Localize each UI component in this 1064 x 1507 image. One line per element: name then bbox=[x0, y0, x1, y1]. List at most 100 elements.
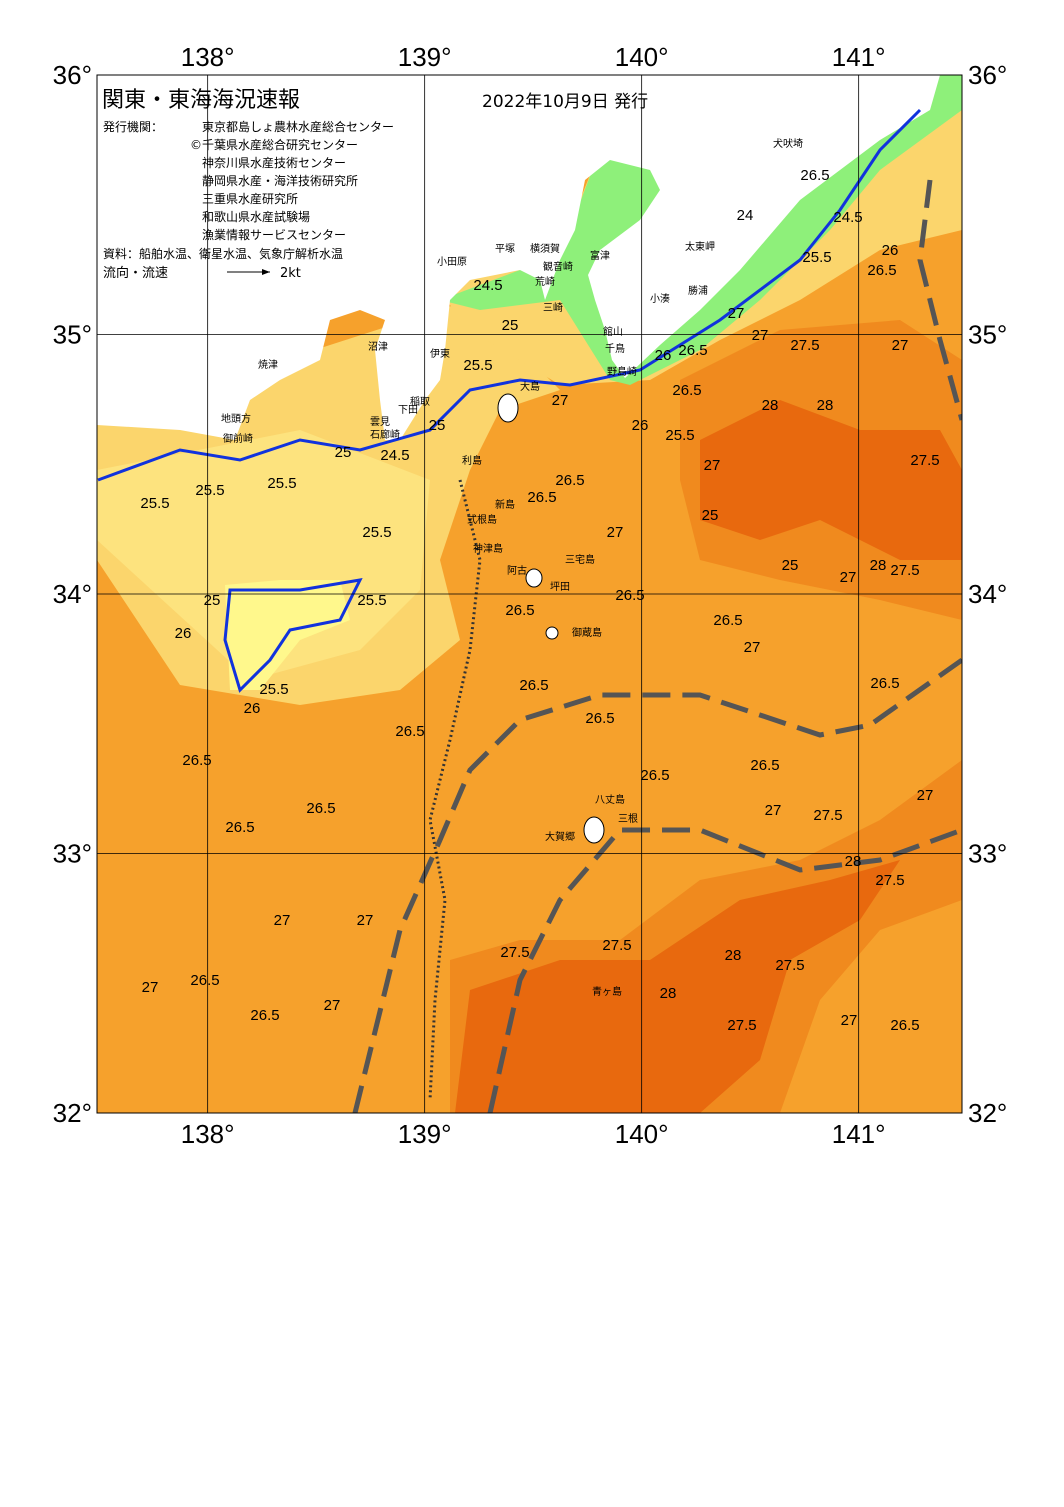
map-frame bbox=[96, 74, 963, 1114]
contour-label: 25.5 bbox=[140, 495, 169, 512]
issue-date: 2022年10月9日 発行 bbox=[482, 92, 648, 112]
lon-label-top: 140° bbox=[615, 42, 669, 72]
contour-label: 26.5 bbox=[527, 489, 556, 506]
contour-label: 25 bbox=[702, 507, 719, 524]
contour-label: 26 bbox=[175, 625, 192, 642]
contour-label: 25.5 bbox=[195, 482, 224, 499]
place-name: 犬吠埼 bbox=[773, 137, 803, 150]
contour-label: 26.5 bbox=[555, 472, 584, 489]
lat-label-left: 32° bbox=[53, 1098, 92, 1128]
lat-label-left: 33° bbox=[53, 839, 92, 869]
place-name: 沼津 bbox=[368, 340, 388, 353]
place-name: 三根 bbox=[618, 812, 638, 825]
contour-label: 26.5 bbox=[519, 677, 548, 694]
publisher: 三重県水産研究所 bbox=[202, 191, 298, 206]
publisher: 神奈川県水産技術センター bbox=[202, 155, 346, 170]
lon-label-bottom: 139° bbox=[398, 1119, 452, 1149]
contour-label: 27 bbox=[841, 1012, 858, 1029]
contour-label: 27 bbox=[357, 912, 374, 929]
contour-label: 27.5 bbox=[875, 872, 904, 889]
contour-label: 27.5 bbox=[602, 937, 631, 954]
contour-label: 26.5 bbox=[640, 767, 669, 784]
contour-label: 27 bbox=[274, 912, 291, 929]
contour-label: 27.5 bbox=[910, 452, 939, 469]
contour-label: 25.5 bbox=[362, 524, 391, 541]
contour-label: 24.5 bbox=[473, 277, 502, 294]
place-name: 小田原 bbox=[437, 256, 467, 268]
contour-label: 24.5 bbox=[833, 209, 862, 226]
lon-label-bottom: 141° bbox=[832, 1119, 886, 1149]
contour-label: 26 bbox=[655, 347, 672, 364]
current-label: 流向・流速 bbox=[103, 265, 168, 281]
publisher: 和歌山県水産試験場 bbox=[202, 209, 310, 224]
lat-label-right: 33° bbox=[968, 839, 1007, 869]
contour-label: 24 bbox=[737, 207, 754, 224]
contour-label: 26.5 bbox=[678, 342, 707, 359]
labels: 138° 138° 139° 139° 140° 140° 141° 141° 36° 36° 35… bbox=[53, 42, 1008, 1149]
publisher: 東京都島しょ農林水産総合センター bbox=[202, 119, 394, 134]
contour-label: 25 bbox=[204, 592, 221, 609]
contour-label: 27 bbox=[142, 979, 159, 996]
contour-label: 26.5 bbox=[615, 587, 644, 604]
contour-label: 27.5 bbox=[727, 1017, 756, 1034]
contour-label: 25.5 bbox=[665, 427, 694, 444]
contour-label: 27 bbox=[917, 787, 934, 804]
place-name: 地頭方 bbox=[221, 412, 251, 425]
contour-label: 27 bbox=[840, 569, 857, 586]
place-name: 荒崎 bbox=[535, 275, 555, 288]
contour-label: 26.5 bbox=[800, 167, 829, 184]
place-name: 阿古 bbox=[507, 564, 527, 577]
contour-label: 28 bbox=[725, 947, 742, 964]
contour-label: 25 bbox=[429, 417, 446, 434]
contour-label: 27 bbox=[552, 392, 569, 409]
place-name: 横須賀 bbox=[530, 242, 560, 255]
contour-label: 25.5 bbox=[802, 249, 831, 266]
contour-label: 27.5 bbox=[813, 807, 842, 824]
place-name: 勝浦 bbox=[688, 284, 708, 297]
lat-label-left: 34° bbox=[53, 579, 92, 609]
publisher: 静岡県水産・海洋技術研究所 bbox=[202, 173, 358, 188]
contour-label: 26 bbox=[244, 700, 261, 717]
contour-label: 24.5 bbox=[380, 447, 409, 464]
contour-label: 28 bbox=[845, 853, 862, 870]
place-name: 御蔵島 bbox=[572, 626, 602, 639]
contour-label: 26.5 bbox=[867, 262, 896, 279]
contour-label: 27 bbox=[892, 337, 909, 354]
contour-label: 27 bbox=[752, 327, 769, 344]
contour-label: 27.5 bbox=[500, 944, 529, 961]
sea-temperature-fill bbox=[97, 75, 962, 1113]
place-name: 富津 bbox=[590, 249, 610, 262]
contour-label: 25.5 bbox=[357, 592, 386, 609]
contour-label: 26.5 bbox=[750, 757, 779, 774]
contour-label: 26.5 bbox=[225, 819, 254, 836]
contour-label: 27 bbox=[765, 802, 782, 819]
place-name: 小湊 bbox=[650, 292, 670, 305]
lat-label-right: 36° bbox=[968, 60, 1007, 90]
lat-label-left: 35° bbox=[53, 320, 92, 350]
contour-label: 27.5 bbox=[890, 562, 919, 579]
place-name: 雲見 bbox=[370, 416, 390, 428]
place-name: 式根島 bbox=[467, 513, 497, 526]
contour-label: 27 bbox=[607, 524, 624, 541]
publisher: ©千葉県水産総合研究センター bbox=[190, 137, 358, 152]
contour-label: 25 bbox=[502, 317, 519, 334]
contour-label: 27.5 bbox=[775, 957, 804, 974]
contour-label: 27 bbox=[324, 997, 341, 1014]
place-name: 石廊崎 bbox=[370, 428, 400, 441]
contour-label: 26 bbox=[882, 242, 899, 259]
contour-label: 26.5 bbox=[890, 1017, 919, 1034]
place-name: 三崎 bbox=[543, 301, 563, 314]
contour-label: 26.5 bbox=[870, 675, 899, 692]
contour-label: 26.5 bbox=[190, 972, 219, 989]
place-name: 大賀郷 bbox=[545, 830, 575, 843]
place-name: 新島 bbox=[495, 498, 515, 511]
contour-label: 28 bbox=[660, 985, 677, 1002]
place-name: 利島 bbox=[462, 454, 482, 467]
contour-label: 25 bbox=[335, 444, 352, 461]
place-name: 稲取 bbox=[410, 396, 430, 408]
contour-label: 25.5 bbox=[267, 475, 296, 492]
place-name: 御前崎 bbox=[223, 432, 253, 445]
place-name: 八丈島 bbox=[595, 793, 625, 806]
place-name: 伊東 bbox=[430, 347, 450, 360]
